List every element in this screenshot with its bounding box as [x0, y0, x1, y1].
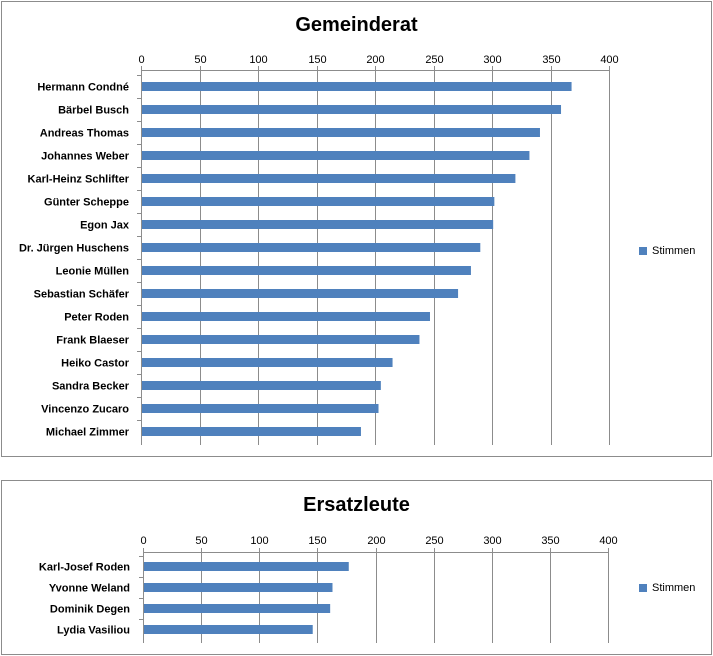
x-tick-label: 50	[194, 54, 206, 66]
category-label: Vincenzo Zucaro	[41, 404, 129, 416]
category-label: Heiko Castor	[61, 358, 130, 370]
bar	[141, 220, 494, 229]
category-label: Günter Scheppe	[44, 197, 129, 209]
chart-title: Gemeinderat	[295, 14, 418, 36]
category-label: Sebastian Schäfer	[34, 289, 130, 301]
bar	[141, 82, 572, 91]
chart-plot-gemeinderat: 0 50 100 150 200 250 300 350 400 Hermann Condné Bä…	[19, 54, 619, 445]
x-tick-label: 0	[140, 535, 146, 547]
category-label: Sandra Becker	[52, 381, 130, 393]
x-tick-label: 250	[425, 535, 443, 547]
bar	[141, 151, 530, 160]
legend-swatch	[639, 247, 647, 255]
category-label: Karl-Heinz Schlifter	[28, 174, 130, 186]
bar	[143, 562, 349, 571]
category-label: Yvonne Weland	[49, 583, 130, 595]
x-tick-label: 250	[425, 54, 443, 66]
bar	[143, 604, 331, 613]
chart-plot-ersatzleute: 0 50 100 150 200 250 300 350 400 Karl-Josef Roden…	[39, 535, 618, 643]
bar	[141, 105, 562, 114]
legend: Stimmen	[639, 582, 695, 594]
bar	[141, 427, 361, 436]
category-label: Karl-Josef Roden	[39, 562, 130, 574]
legend-label: Stimmen	[652, 582, 696, 594]
category-label: Peter Roden	[64, 312, 129, 324]
x-tick-label: 200	[366, 54, 384, 66]
category-label: Michael Zimmer	[46, 427, 130, 439]
x-tick-label: 300	[483, 535, 501, 547]
bar	[143, 583, 333, 592]
bar	[141, 128, 540, 137]
category-label: Lydia Vasiliou	[57, 625, 130, 637]
x-tick-label: 350	[541, 535, 559, 547]
bar	[141, 243, 481, 252]
x-tick-label: 150	[308, 54, 326, 66]
bar	[141, 266, 471, 275]
bar	[141, 404, 379, 413]
x-tick-label: 400	[600, 54, 618, 66]
bar	[141, 358, 393, 367]
legend: Stimmen	[639, 245, 695, 257]
bar	[141, 312, 430, 321]
category-label: Dr. Jürgen Huschens	[19, 243, 129, 255]
bar	[141, 289, 459, 298]
bar	[141, 335, 420, 344]
chart-gemeinderat: Gemeinderat 0 50 100 150 200 250 300 350 400 Herm…	[1, 1, 712, 457]
x-tick-label: 100	[250, 535, 268, 547]
bar	[141, 197, 495, 206]
category-label: Johannes Weber	[41, 151, 130, 163]
category-label: Hermann Condné	[37, 82, 129, 94]
chart-title: Ersatzleute	[303, 494, 410, 516]
category-label: Egon Jax	[80, 220, 130, 232]
category-label: Bärbel Busch	[58, 105, 129, 117]
bar	[141, 174, 516, 183]
x-tick-label: 350	[542, 54, 560, 66]
category-label: Dominik Degen	[50, 604, 130, 616]
x-tick-label: 0	[138, 54, 144, 66]
legend-swatch	[639, 584, 647, 592]
bar	[143, 625, 313, 634]
x-tick-label: 50	[195, 535, 207, 547]
x-tick-label: 300	[483, 54, 501, 66]
bar	[141, 381, 381, 390]
chart-ersatzleute: Ersatzleute 0 50 100 150 200 250 300 350 400 Karl…	[1, 480, 712, 655]
legend-label: Stimmen	[652, 245, 696, 257]
category-label: Leonie Müllen	[56, 266, 130, 278]
x-tick-label: 150	[308, 535, 326, 547]
x-tick-label: 400	[599, 535, 617, 547]
category-label: Andreas Thomas	[40, 128, 129, 140]
category-label: Frank Blaeser	[56, 335, 129, 347]
x-tick-label: 200	[367, 535, 385, 547]
x-tick-label: 100	[249, 54, 267, 66]
